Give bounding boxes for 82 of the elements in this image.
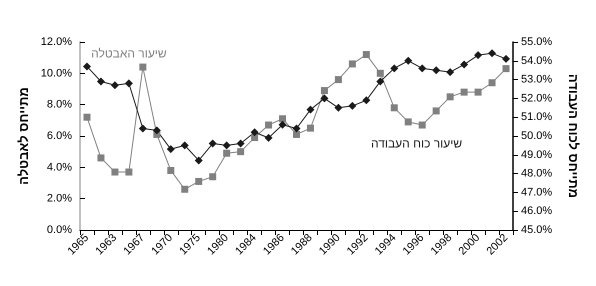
y-tick-label: 0.0% bbox=[46, 224, 72, 236]
point bbox=[97, 154, 104, 162]
y-tick-label: 12.0% bbox=[40, 36, 72, 48]
point bbox=[167, 166, 174, 174]
y2-tick-label: 48.0% bbox=[521, 168, 552, 180]
y2-tick-label: 52.0% bbox=[521, 92, 552, 104]
y2-tick-label: 50.0% bbox=[521, 130, 552, 142]
point bbox=[362, 51, 370, 58]
point bbox=[418, 64, 426, 72]
y2-tick-label: 53.0% bbox=[521, 74, 552, 86]
point bbox=[138, 124, 147, 132]
point bbox=[111, 168, 118, 176]
y2-axis-title: מתייחס לכוח העבודה bbox=[566, 74, 581, 198]
point bbox=[446, 68, 454, 76]
point bbox=[292, 124, 300, 132]
text: שיעור כוח העבודה bbox=[370, 136, 462, 151]
point bbox=[152, 126, 161, 134]
point bbox=[334, 104, 342, 112]
point bbox=[306, 106, 314, 114]
point bbox=[96, 77, 105, 86]
point bbox=[320, 87, 328, 94]
series-label: שיעור האבטלה bbox=[91, 46, 167, 60]
point bbox=[404, 118, 412, 126]
point bbox=[446, 93, 454, 100]
y2-tick-label: 55.0% bbox=[521, 36, 552, 48]
point bbox=[460, 60, 468, 69]
point bbox=[488, 79, 496, 86]
point bbox=[124, 79, 133, 88]
point bbox=[474, 88, 482, 96]
point bbox=[250, 128, 259, 136]
point bbox=[223, 150, 230, 157]
point bbox=[166, 145, 175, 154]
point bbox=[502, 54, 510, 63]
point bbox=[390, 104, 398, 112]
point bbox=[209, 173, 216, 180]
point bbox=[236, 140, 245, 148]
point bbox=[278, 120, 287, 129]
point bbox=[432, 66, 440, 74]
y2-tick-label: 51.0% bbox=[521, 111, 552, 124]
point bbox=[237, 148, 244, 156]
y-axis-title: מתייחס לאבטלה bbox=[16, 87, 31, 185]
y-tick-label: 6.0% bbox=[46, 130, 72, 142]
point bbox=[334, 76, 342, 84]
point bbox=[320, 94, 328, 102]
y-tick-label: 2.0% bbox=[46, 192, 72, 205]
point bbox=[180, 141, 189, 150]
point bbox=[432, 107, 440, 114]
point bbox=[390, 64, 398, 72]
point bbox=[348, 60, 356, 68]
y-tick-label: 4.0% bbox=[46, 161, 72, 174]
y-tick-label: 10.0% bbox=[40, 67, 72, 80]
point bbox=[208, 140, 217, 148]
point bbox=[181, 186, 188, 193]
point bbox=[348, 102, 356, 110]
point bbox=[82, 62, 91, 70]
point bbox=[474, 51, 482, 60]
point bbox=[418, 122, 426, 129]
y2-tick-label: 45.0% bbox=[521, 224, 552, 236]
point bbox=[460, 88, 468, 96]
point bbox=[139, 64, 146, 71]
y-tick-label: 8.0% bbox=[46, 98, 72, 111]
point bbox=[362, 96, 370, 104]
point bbox=[306, 124, 314, 132]
y2-tick-label: 47.0% bbox=[521, 186, 552, 198]
point bbox=[222, 141, 231, 150]
point bbox=[502, 65, 510, 72]
point bbox=[279, 115, 286, 122]
point bbox=[83, 114, 90, 121]
point bbox=[488, 49, 496, 58]
y2-tick-label: 49.0% bbox=[521, 148, 552, 161]
point bbox=[125, 168, 132, 176]
point bbox=[194, 156, 203, 164]
point bbox=[195, 178, 202, 185]
point bbox=[376, 77, 384, 86]
point bbox=[265, 122, 272, 129]
y2-tick-label: 46.0% bbox=[521, 205, 552, 218]
point bbox=[293, 130, 300, 138]
point bbox=[110, 81, 119, 90]
point bbox=[404, 56, 412, 65]
y2-tick-label: 54.0% bbox=[521, 54, 552, 67]
point bbox=[264, 134, 273, 142]
point bbox=[376, 70, 384, 77]
